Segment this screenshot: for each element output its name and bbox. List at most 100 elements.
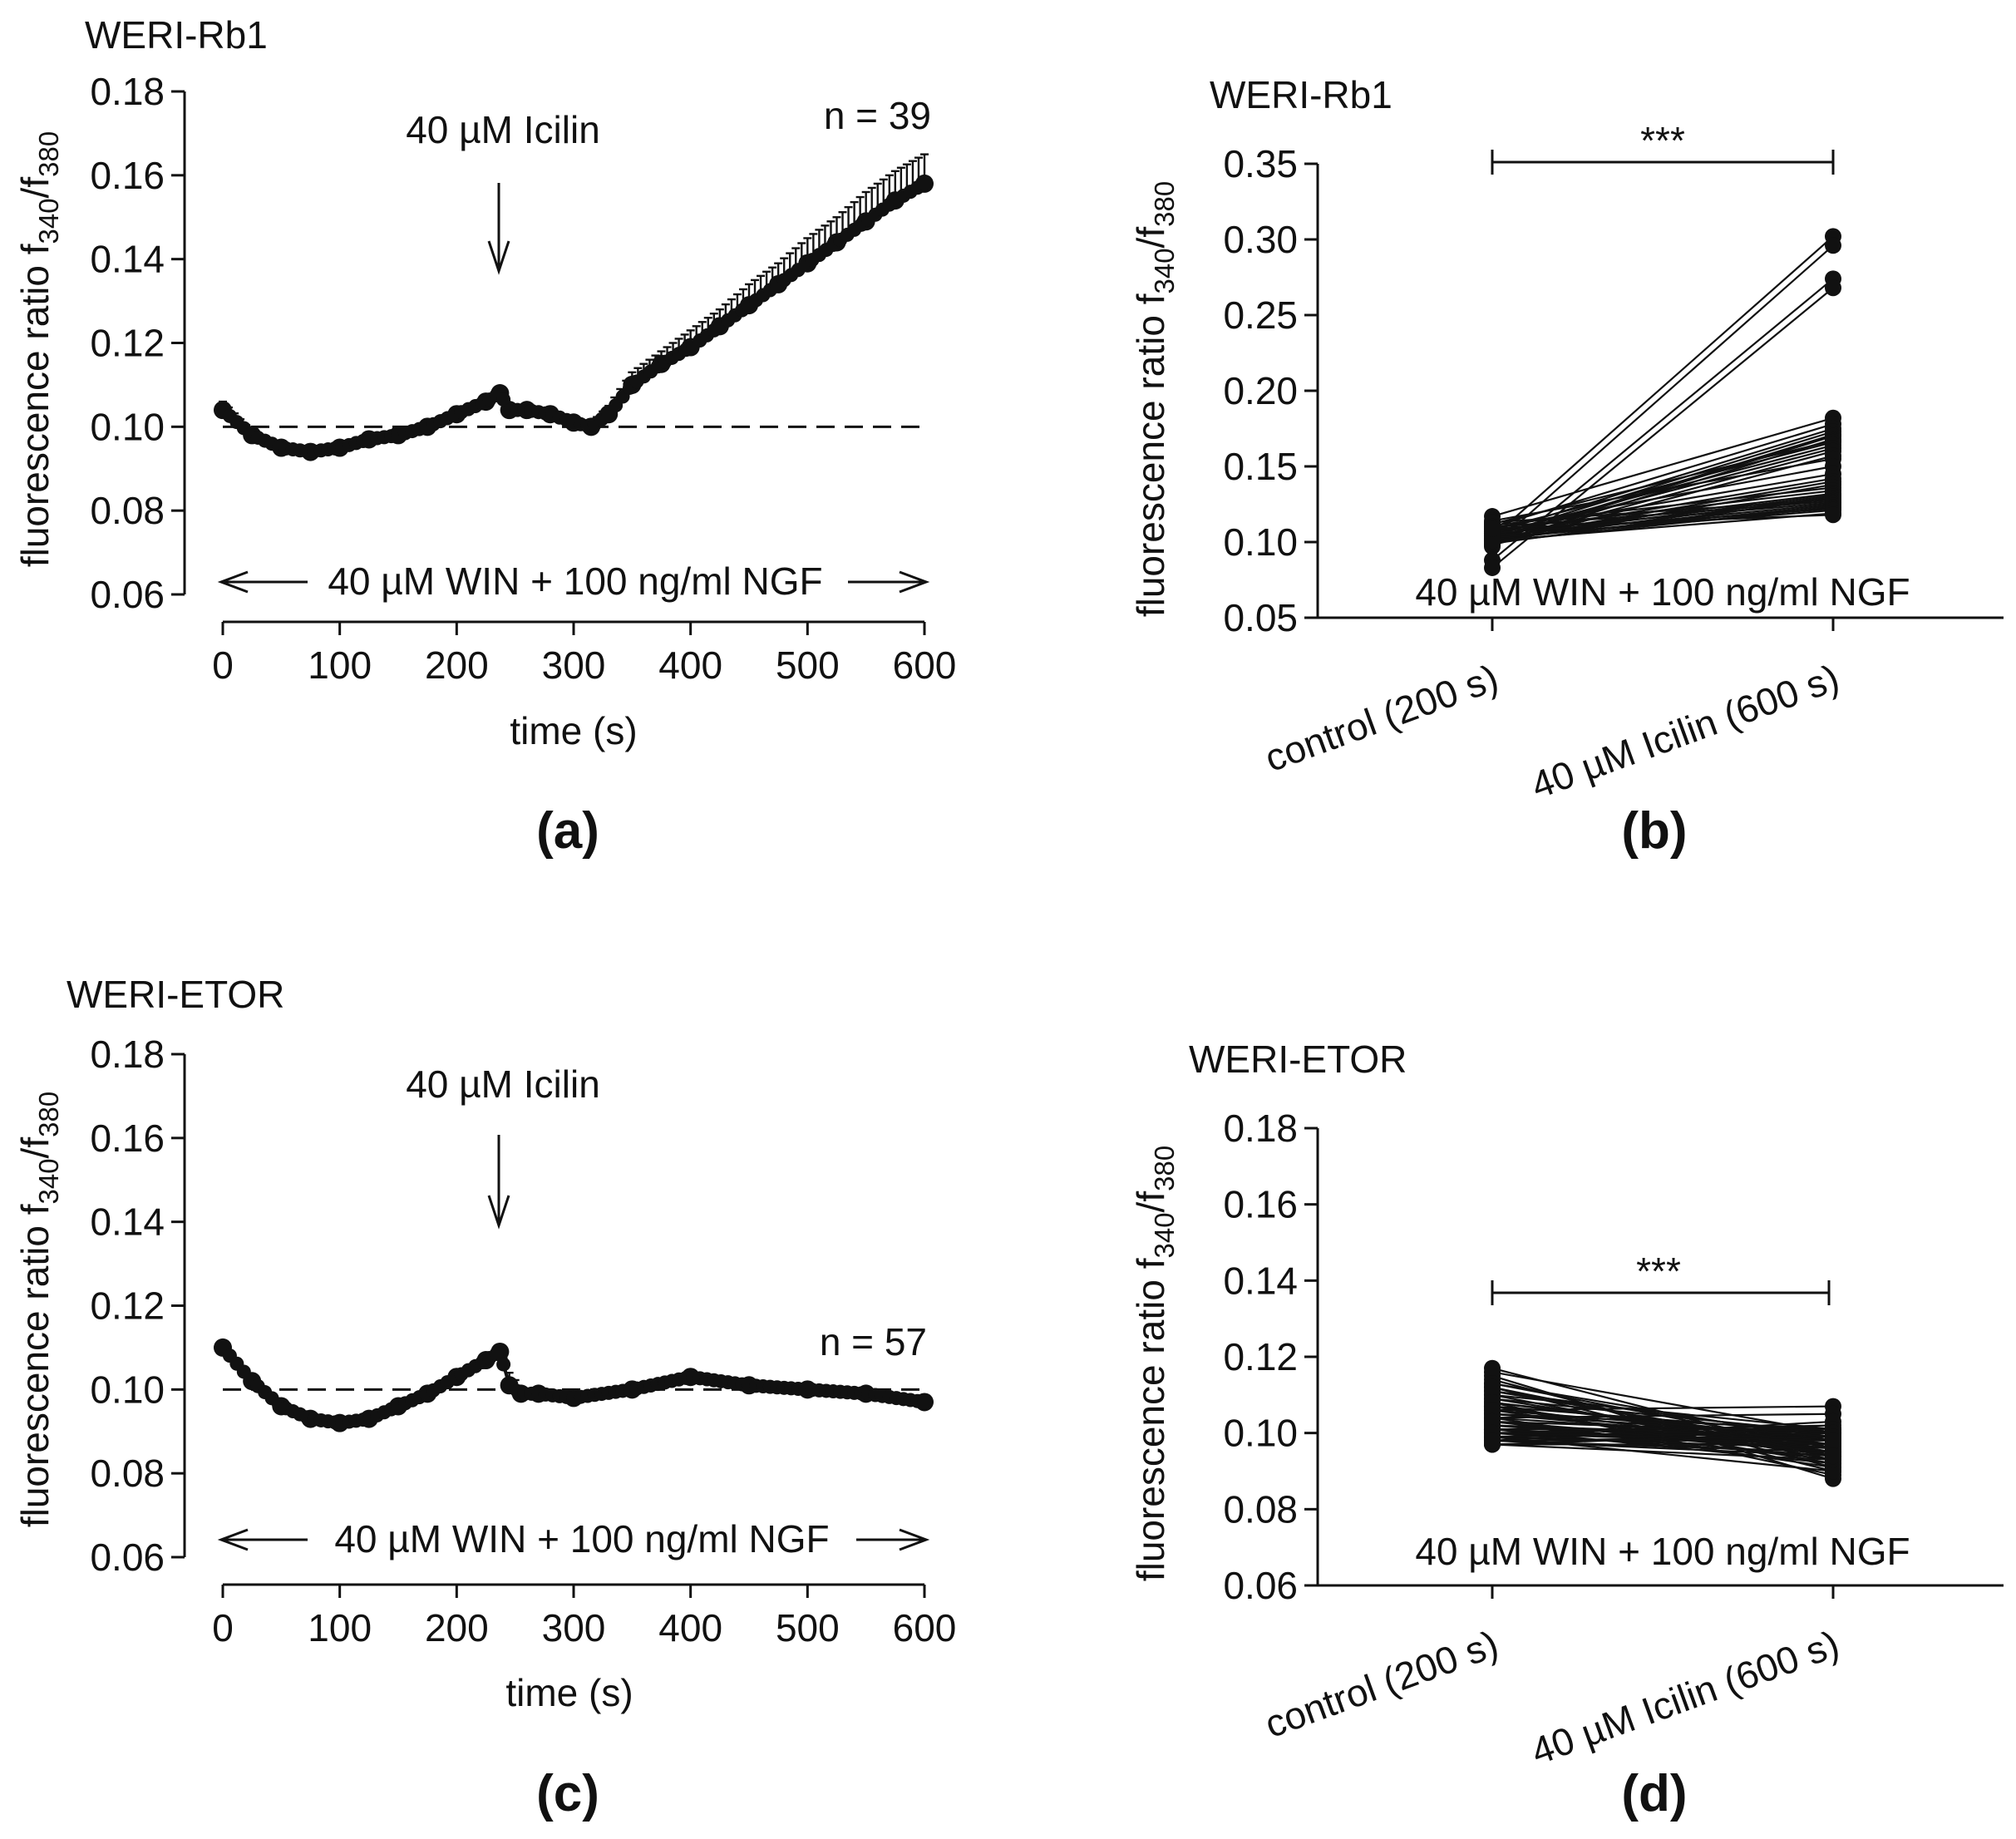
panel-b-category-1: 40 µM Icilin (600 s): [1526, 656, 1845, 807]
panel-a-y-tick-label: 0.18: [90, 70, 165, 113]
panel-d-pair-lines: [1491, 1367, 1834, 1480]
panel-b-pair-line: [1491, 441, 1834, 531]
panel-b-y-tick-label: 0.20: [1223, 369, 1298, 412]
panel-c: WERI-ETOR fluorescence ratio f340/f380 0…: [13, 973, 956, 1822]
panel-b-ylabel-sub2: 380: [1149, 181, 1180, 227]
panel-c-y-tick-label: 0.08: [90, 1452, 165, 1495]
panel-c-ylabel-sub1: 340: [33, 1158, 64, 1204]
panel-d-pair-line: [1491, 1432, 1834, 1442]
panel-c-y-tick-label: 0.14: [90, 1201, 165, 1244]
panel-d-label: (d): [1621, 1765, 1687, 1822]
panel-c-x-tick-label: 600: [893, 1606, 957, 1649]
panel-c-y-tick-label: 0.10: [90, 1368, 165, 1411]
panel-a-n-label: n = 39: [824, 94, 931, 137]
panel-d-y-tick-label: 0.16: [1223, 1183, 1298, 1226]
panel-c-stimulus-arrow: [487, 1135, 510, 1230]
panel-a-x-ticks: 0 100 200 300 400 500 600: [212, 622, 956, 687]
panel-d-pair-line: [1491, 1409, 1834, 1438]
panel-b-control-point: [1484, 532, 1501, 550]
panel-d-y-tick-label: 0.18: [1223, 1107, 1298, 1150]
panel-c-ylabel-main: fluorescence ratio f: [13, 1204, 57, 1527]
panel-b-y-axis-title: fluorescence ratio f340/f380: [1129, 181, 1180, 617]
panel-b-pair-line: [1491, 235, 1834, 539]
panel-d-y-tick-label: 0.14: [1223, 1259, 1298, 1302]
panel-a-x-tick-label: 600: [893, 643, 957, 687]
panel-a-y-tick-label: 0.08: [90, 489, 165, 532]
panel-d-condition-label: 40 µM WIN + 100 ng/ml NGF: [1415, 1530, 1910, 1573]
panel-a-y-tick-label: 0.06: [90, 573, 165, 616]
panel-a-trace-marker: [496, 392, 511, 407]
panel-b-icilin-point: [1825, 506, 1841, 524]
panel-d-x-ticks: [1491, 1585, 1835, 1599]
panel-b-icilin-point: [1825, 237, 1841, 254]
panel-b-control-point: [1484, 559, 1501, 576]
panel-d-pair-line: [1491, 1443, 1834, 1461]
panel-c-x-ticks: 0 100 200 300 400 500 600: [212, 1585, 956, 1649]
panel-d-y-tick-label: 0.06: [1223, 1564, 1298, 1607]
panel-a-x-tick-label: 200: [425, 643, 489, 687]
panel-b-pair-line: [1491, 278, 1834, 561]
panel-d-control-point: [1484, 1432, 1501, 1449]
panel-d-ylabel-sub2: 380: [1149, 1146, 1180, 1191]
svg-text:fluorescence ratio f340/f380: fluorescence ratio f340/f380: [13, 1092, 64, 1527]
panel-b-significance: ***: [1640, 119, 1685, 162]
panel-a-condition-arrow: [217, 570, 930, 594]
panel-c-y-tick-label: 0.18: [90, 1033, 165, 1076]
panel-d-pair-line: [1491, 1427, 1834, 1438]
panel-a-stimulus-label: 40 µM Icilin: [406, 108, 600, 151]
svg-text:fluorescence ratio f340/f380: fluorescence ratio f340/f380: [13, 131, 64, 567]
panel-d-control-point: [1484, 1378, 1501, 1396]
panel-c-markers: [214, 1338, 934, 1432]
panel-d-control-point: [1484, 1413, 1501, 1430]
panel-d-category-1: 40 µM Icilin (600 s): [1526, 1622, 1845, 1773]
panel-a-trace-marker: [917, 176, 932, 191]
panel-a-title: WERI-Rb1: [85, 13, 268, 57]
panel-c-trace-marker: [917, 1394, 932, 1409]
panel-b-pair-line: [1491, 457, 1834, 522]
panel-c-y-tick-label: 0.06: [90, 1536, 165, 1579]
panel-c-ylabel-slash: /f: [13, 1137, 57, 1159]
panel-a-markers: [214, 174, 934, 461]
panel-a-ylabel-sub2: 380: [33, 131, 64, 177]
panel-a: WERI-Rb1 fluorescence ratio f340/f380 0.…: [13, 13, 956, 860]
panel-b-y-ticks: 0.05 0.10 0.15 0.20 0.25 0.30 0.35: [1223, 142, 1318, 639]
panel-d-ylabel-slash: /f: [1129, 1191, 1172, 1213]
panel-b-pair-line: [1491, 498, 1834, 524]
panel-b-pair-line: [1491, 514, 1834, 530]
panel-a-x-axis-title: time (s): [510, 709, 637, 752]
panel-b-ylabel-main: fluorescence ratio f: [1129, 293, 1172, 617]
panel-c-condition-arrow: [217, 1528, 930, 1551]
panel-d: WERI-ETOR fluorescence ratio f340/f380 0…: [1129, 1038, 2004, 1822]
panel-b-condition-label: 40 µM WIN + 100 ng/ml NGF: [1415, 570, 1910, 614]
panel-c-x-tick-label: 500: [776, 1606, 840, 1649]
panel-b-y-tick-label: 0.10: [1223, 520, 1298, 564]
panel-d-y-tick-label: 0.08: [1223, 1487, 1298, 1531]
panel-b-pair-line: [1491, 244, 1834, 548]
panel-a-y-tick-label: 0.14: [90, 238, 165, 281]
panel-c-n-label: n = 57: [820, 1320, 927, 1363]
panel-a-condition-label: 40 µM WIN + 100 ng/ml NGF: [328, 560, 822, 603]
panel-c-x-tick-label: 0: [212, 1606, 234, 1649]
panel-b-y-tick-label: 0.25: [1223, 293, 1298, 337]
panel-c-y-axis-title: fluorescence ratio f340/f380: [13, 1092, 64, 1527]
panel-b-significance-bracket: [1491, 150, 1835, 175]
panel-c-x-tick-label: 300: [542, 1606, 606, 1649]
panel-a-x-tick-label: 0: [212, 643, 234, 687]
panel-b-ylabel-sub1: 340: [1149, 248, 1180, 293]
panel-d-title: WERI-ETOR: [1189, 1038, 1407, 1081]
panel-d-y-tick-label: 0.10: [1223, 1412, 1298, 1455]
panel-d-icilin-point: [1825, 1447, 1841, 1465]
panel-c-label: (c): [536, 1765, 599, 1822]
panel-a-ylabel-sub1: 340: [33, 198, 64, 244]
panel-d-category-0: control (200 s): [1259, 1622, 1504, 1746]
panel-b-y-tick-label: 0.30: [1223, 218, 1298, 261]
panel-a-trace: [221, 182, 925, 454]
panel-c-x-tick-label: 100: [308, 1606, 372, 1649]
panel-c-stimulus-label: 40 µM Icilin: [406, 1062, 600, 1106]
panel-a-y-tick-label: 0.12: [90, 322, 165, 365]
panel-b-control-point: [1484, 520, 1501, 537]
panel-d-icilin-point: [1825, 1432, 1841, 1449]
panel-a-ylabel-slash: /f: [13, 177, 57, 199]
panel-d-icilin-point: [1825, 1462, 1841, 1480]
